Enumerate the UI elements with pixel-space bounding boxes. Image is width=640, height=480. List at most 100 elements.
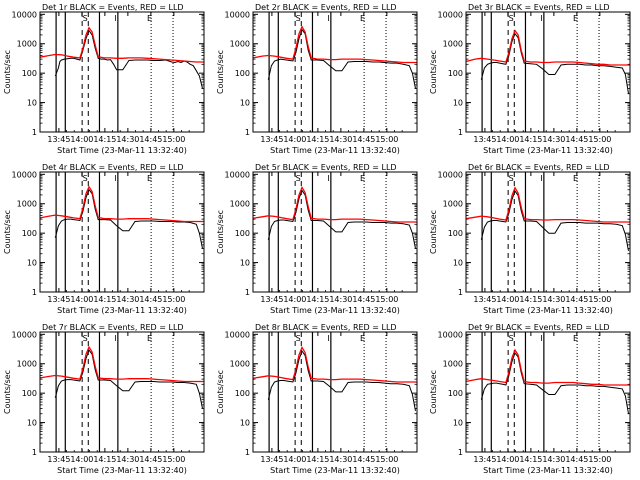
x-axis-label: Start Time (23-Mar-11 13:32:40) <box>270 146 400 155</box>
plot-frame <box>465 11 631 133</box>
panel-det-3: Det 3r BLACK = Events, RED = LLD Counts/s… <box>429 3 631 155</box>
plot-frame <box>465 331 631 453</box>
y-tick-label: 1 <box>245 128 250 137</box>
series-line-lld <box>39 185 204 223</box>
x-tick-label: 14:30 <box>116 455 139 464</box>
y-axis-label: Counts/sec <box>3 50 12 94</box>
x-tick-label: 15:00 <box>588 135 611 144</box>
y-tick-label: 1000 <box>443 200 463 209</box>
x-tick-label: 14:45 <box>565 455 588 464</box>
x-tick-label: 14:30 <box>116 295 139 304</box>
x-tick-label: 14:45 <box>352 295 375 304</box>
y-tick-label: 10000 <box>438 10 463 19</box>
x-tick-label: 14:00 <box>283 135 306 144</box>
y-tick-label: 10 <box>453 99 463 108</box>
plot-frame <box>39 11 205 133</box>
series-line-events <box>480 352 629 414</box>
y-tick-label: 10 <box>240 259 250 268</box>
y-tick-label: 10000 <box>12 10 37 19</box>
y-tick-label: 10000 <box>12 170 37 179</box>
x-tick-label: 15:00 <box>162 295 185 304</box>
y-tick-label: 100 <box>235 389 250 398</box>
x-axis-label: Start Time (23-Mar-11 13:32:40) <box>57 466 187 475</box>
panel-det-6: Det 6r BLACK = Events, RED = LLD Counts/s… <box>429 163 631 315</box>
x-tick-label: 15:00 <box>588 295 611 304</box>
y-tick-label: 1 <box>245 288 250 297</box>
x-axis-label: Start Time (23-Mar-11 13:32:40) <box>57 306 187 315</box>
panel-title: Det 8r BLACK = Events, RED = LLD <box>255 323 397 332</box>
plot-frame <box>39 331 205 453</box>
x-tick-label: 14:15 <box>519 135 542 144</box>
marker-label-s: S <box>296 14 301 23</box>
y-tick-label: 1000 <box>230 200 250 209</box>
y-tick-label: 100 <box>235 229 250 238</box>
marker-label-s: S <box>83 174 88 183</box>
plot-frame <box>465 171 631 293</box>
x-tick-label: 14:45 <box>352 455 375 464</box>
x-tick-label: 14:45 <box>139 135 162 144</box>
panel-det-7: Det 7r BLACK = Events, RED = LLD Counts/s… <box>3 323 205 475</box>
marker-label-e: E <box>147 174 152 183</box>
x-axis-label: Start Time (23-Mar-11 13:32:40) <box>483 466 613 475</box>
series-line-lld <box>252 345 417 383</box>
marker-label-e: E <box>360 334 365 343</box>
panel-det-1: Det 1r BLACK = Events, RED = LLD Counts/s… <box>3 3 205 155</box>
y-tick-label: 100 <box>22 389 37 398</box>
x-tick-label: 14:15 <box>93 295 116 304</box>
panel-det-9: Det 9r BLACK = Events, RED = LLD Counts/s… <box>429 323 631 475</box>
y-axis-label: Counts/sec <box>216 210 225 254</box>
x-tick-label: 14:15 <box>519 295 542 304</box>
y-tick-label: 100 <box>448 229 463 238</box>
marker-label-e: E <box>573 14 578 23</box>
x-tick-label: 14:00 <box>70 135 93 144</box>
marker-label-i: I <box>540 174 542 183</box>
x-tick-label: 13:45 <box>473 135 496 144</box>
x-tick-label: 13:45 <box>260 135 283 144</box>
x-tick-label: 14:15 <box>93 135 116 144</box>
x-tick-label: 14:45 <box>352 135 375 144</box>
x-axis-label: Start Time (23-Mar-11 13:32:40) <box>270 466 400 475</box>
x-tick-label: 14:30 <box>116 135 139 144</box>
marker-label-s: S <box>296 174 301 183</box>
y-tick-label: 1 <box>458 288 463 297</box>
y-tick-label: 1 <box>32 288 37 297</box>
marker-label-i: I <box>540 334 542 343</box>
marker-label-e: E <box>573 174 578 183</box>
y-axis-label: Counts/sec <box>3 210 12 254</box>
panel-title: Det 7r BLACK = Events, RED = LLD <box>42 323 184 332</box>
panel-title: Det 9r BLACK = Events, RED = LLD <box>468 323 610 332</box>
y-tick-label: 100 <box>22 69 37 78</box>
plot-frame <box>252 11 418 133</box>
x-tick-label: 13:45 <box>473 295 496 304</box>
marker-label-i: I <box>114 174 116 183</box>
panel-det-5: Det 5r BLACK = Events, RED = LLD Counts/s… <box>216 163 418 315</box>
panel-title: Det 3r BLACK = Events, RED = LLD <box>468 3 610 12</box>
plot-frame <box>39 171 205 293</box>
x-tick-label: 14:00 <box>70 295 93 304</box>
x-tick-label: 14:00 <box>70 455 93 464</box>
x-axis-label: Start Time (23-Mar-11 13:32:40) <box>483 306 613 315</box>
marker-label-s: S <box>509 14 514 23</box>
y-tick-label: 1000 <box>17 200 37 209</box>
x-axis-label: Start Time (23-Mar-11 13:32:40) <box>270 306 400 315</box>
marker-label-i: I <box>327 174 329 183</box>
y-tick-label: 1 <box>32 448 37 457</box>
x-tick-label: 14:00 <box>283 455 306 464</box>
plot-frame <box>252 171 418 293</box>
y-tick-label: 10000 <box>225 10 250 19</box>
series-line-lld <box>465 348 630 386</box>
y-tick-label: 1 <box>32 128 37 137</box>
x-tick-label: 14:15 <box>93 455 116 464</box>
panel-det-2: Det 2r BLACK = Events, RED = LLD Counts/s… <box>216 3 418 155</box>
marker-label-e: E <box>360 14 365 23</box>
panel-title: Det 6r BLACK = Events, RED = LLD <box>468 163 610 172</box>
series-line-events <box>480 32 629 94</box>
marker-label-s: S <box>509 174 514 183</box>
x-tick-label: 14:30 <box>542 295 565 304</box>
y-tick-label: 10 <box>27 99 37 108</box>
panel-title: Det 2r BLACK = Events, RED = LLD <box>255 3 397 12</box>
plot-frame <box>252 331 418 453</box>
panel-title: Det 5r BLACK = Events, RED = LLD <box>255 163 397 172</box>
marker-label-i: I <box>114 14 116 23</box>
y-tick-label: 1000 <box>17 40 37 49</box>
